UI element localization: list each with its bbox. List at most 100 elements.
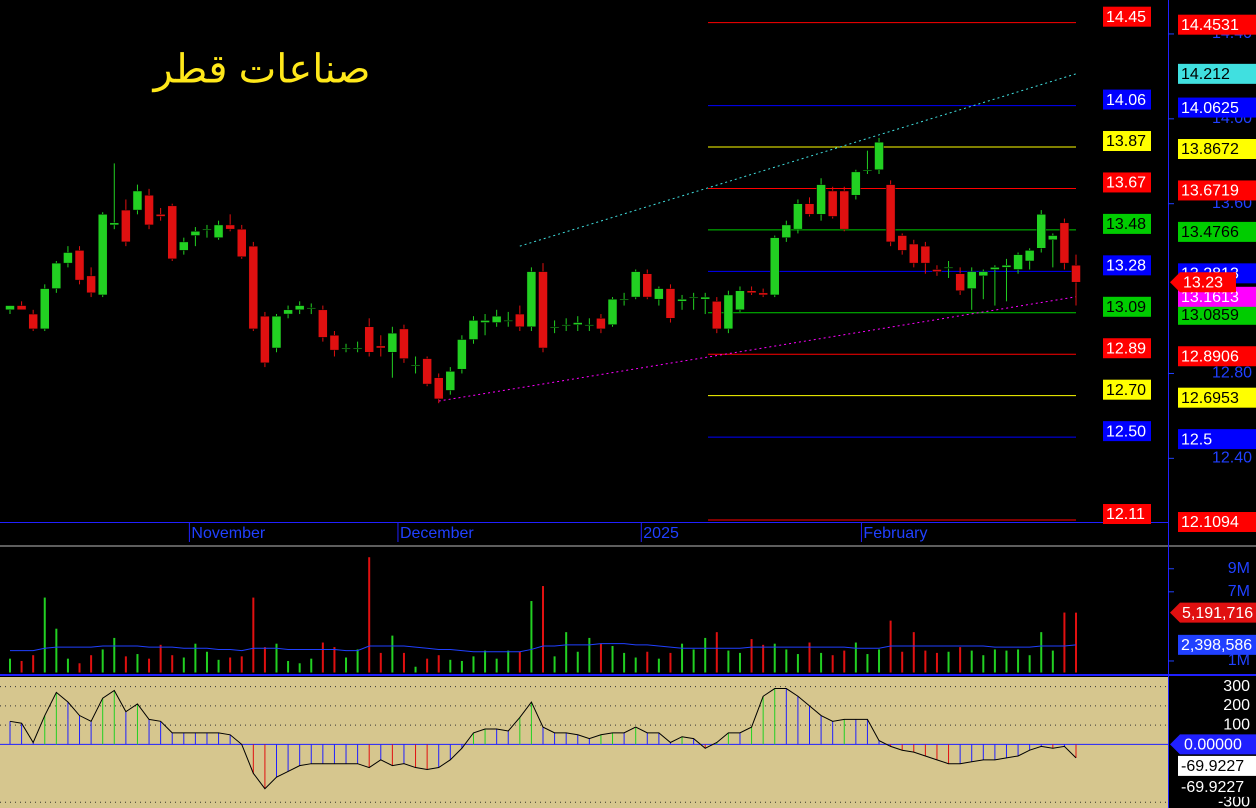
candle-body bbox=[596, 318, 606, 330]
volume-bar bbox=[831, 655, 834, 673]
candle-body bbox=[700, 296, 710, 300]
volume-bar bbox=[738, 652, 741, 673]
candle-body bbox=[318, 309, 328, 338]
candle-body bbox=[746, 290, 757, 294]
volume-bar bbox=[1075, 612, 1077, 673]
volume-bar bbox=[762, 644, 765, 673]
volume-bar bbox=[692, 649, 695, 673]
volume-bar bbox=[20, 660, 23, 673]
candle-body bbox=[236, 228, 247, 258]
candle-body bbox=[839, 190, 850, 230]
volume-bar bbox=[460, 660, 463, 673]
volume-bar bbox=[32, 655, 35, 673]
volume-bar bbox=[808, 642, 811, 673]
volume-bar bbox=[727, 650, 730, 673]
level-label: 13.48 bbox=[1106, 216, 1146, 233]
candle-body bbox=[654, 288, 664, 300]
volume-bar bbox=[9, 658, 11, 673]
volume-bar bbox=[194, 643, 197, 673]
y-tick-label: 9M bbox=[1228, 560, 1250, 577]
baseline-label-box bbox=[1170, 734, 1256, 755]
candle-body bbox=[885, 184, 896, 243]
candle-body bbox=[1024, 250, 1035, 262]
level-axis-label-box bbox=[1178, 139, 1256, 160]
volume-bar bbox=[298, 663, 301, 673]
candle-body bbox=[248, 245, 259, 330]
volume-bar bbox=[379, 652, 382, 673]
level-label: 13.09 bbox=[1106, 299, 1146, 316]
candle-body bbox=[943, 267, 954, 269]
level-label-box bbox=[1103, 296, 1151, 317]
level-axis-label: 13.4766 bbox=[1181, 224, 1239, 241]
candle-body bbox=[213, 224, 224, 238]
candle-body bbox=[1059, 222, 1070, 264]
level-label-box bbox=[1103, 504, 1151, 525]
level-label: 14.45 bbox=[1106, 9, 1146, 26]
ma-label-box bbox=[1178, 634, 1256, 655]
candle-body bbox=[990, 267, 1000, 270]
volume-bar bbox=[495, 658, 498, 673]
candle-body bbox=[179, 241, 189, 251]
candle-body bbox=[399, 328, 409, 359]
candle-body bbox=[851, 171, 861, 196]
volume-bar bbox=[55, 628, 58, 673]
candle-body bbox=[932, 269, 942, 272]
candle-body bbox=[28, 313, 38, 330]
candle-body bbox=[5, 305, 15, 311]
volume-bar bbox=[993, 649, 996, 673]
volume-bar bbox=[518, 651, 521, 673]
volume-bar bbox=[310, 658, 313, 673]
level-axis-label-box bbox=[1178, 180, 1256, 201]
y-tick-label: 1M bbox=[1228, 652, 1250, 669]
candle-body bbox=[549, 326, 560, 329]
volume-bar bbox=[507, 650, 510, 673]
volume-bar bbox=[263, 647, 266, 673]
volume-bar bbox=[565, 632, 568, 673]
level-label-box bbox=[1103, 89, 1151, 110]
candle-body bbox=[677, 298, 687, 302]
volume-bar bbox=[124, 656, 127, 673]
volume-bar bbox=[820, 652, 823, 673]
candle-body bbox=[978, 271, 989, 277]
y-tick-label: 200 bbox=[1223, 697, 1250, 714]
volume-bar bbox=[924, 650, 927, 673]
volume-bar bbox=[1051, 650, 1054, 673]
last-value-label-box bbox=[1178, 776, 1256, 797]
volume-bar bbox=[368, 557, 371, 673]
volume-bar bbox=[217, 659, 220, 673]
volume-bar bbox=[947, 651, 950, 673]
candle-body bbox=[630, 271, 641, 298]
y-tick-label: 100 bbox=[1223, 716, 1250, 733]
level-label: 13.28 bbox=[1106, 258, 1146, 275]
candle-body bbox=[723, 294, 734, 330]
candle-body bbox=[561, 324, 571, 326]
volume-bar bbox=[391, 635, 394, 673]
last-price-label-box bbox=[1170, 272, 1236, 293]
candle-body bbox=[294, 305, 305, 311]
volume-bar bbox=[982, 655, 985, 673]
trend-line bbox=[519, 73, 1077, 247]
volume-bar bbox=[785, 649, 788, 673]
y-tick-label: 12.40 bbox=[1212, 450, 1252, 467]
candle-body bbox=[503, 320, 513, 322]
level-label-box bbox=[1103, 6, 1151, 27]
candle-body bbox=[445, 371, 456, 391]
volume-bar bbox=[715, 632, 718, 673]
candle-body bbox=[538, 271, 548, 349]
candle-body bbox=[665, 288, 676, 319]
volume-bar bbox=[553, 656, 556, 673]
candle-body bbox=[16, 305, 27, 311]
candle-body bbox=[306, 307, 317, 309]
volume-bar bbox=[843, 650, 846, 673]
candle-body bbox=[225, 224, 235, 230]
volume-bar bbox=[356, 649, 359, 673]
candle-body bbox=[584, 324, 595, 326]
volume-bar bbox=[136, 654, 139, 673]
last-value-label: -69.9227 bbox=[1181, 758, 1244, 775]
volume-bar bbox=[437, 655, 440, 673]
candle-body bbox=[607, 298, 618, 325]
volume-bar bbox=[970, 650, 973, 673]
level-label-box bbox=[1103, 131, 1151, 152]
candle-body bbox=[1048, 235, 1058, 241]
